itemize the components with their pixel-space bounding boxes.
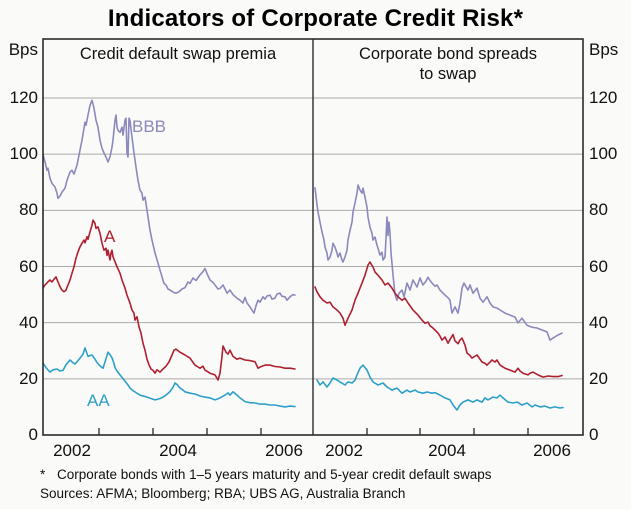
series-line-a-left: [42, 219, 296, 381]
y-axis-label-right-80: 80: [589, 200, 608, 220]
chart-title: Indicators of Corporate Credit Risk*: [107, 5, 524, 32]
series-line-aa-right: [316, 364, 564, 411]
series-line-aa-left: [42, 347, 296, 408]
y-axis-label-right-40: 40: [589, 312, 608, 332]
series-label-aa: AA: [87, 391, 110, 410]
series-line-a-right: [314, 261, 563, 378]
y-axis-label-right-120: 120: [589, 88, 618, 107]
y-axis-label-left-20: 20: [19, 368, 38, 388]
year-label-right-2006: 2006: [533, 441, 571, 460]
year-label-left-2006: 2006: [265, 441, 303, 460]
year-label-right-2002: 2002: [325, 441, 363, 460]
y-axis-label-left-120: 120: [9, 88, 38, 107]
y-axis-label-left-80: 80: [19, 200, 38, 220]
panel-title-line: to swap: [419, 65, 477, 83]
panel-title-line: Corporate bond spreads: [359, 45, 537, 63]
series-line-bbb-left: [42, 99, 296, 314]
y-axis-label-right-0: 0: [589, 425, 599, 444]
y-axis-label-right-100: 100: [589, 144, 618, 164]
y-axis-label-right-20: 20: [589, 368, 608, 388]
footnote-text: Corporate bonds with 1–5 years maturity …: [57, 467, 492, 482]
panel-title-right: Corporate bond spreads to swap: [313, 44, 583, 84]
y-axis-unit-left: Bps: [8, 40, 38, 59]
y-axis-label-left-40: 40: [19, 312, 38, 332]
y-axis-label-left-100: 100: [9, 144, 38, 164]
y-axis-label-right-60: 60: [589, 256, 608, 276]
year-label-right-2004: 2004: [428, 441, 466, 460]
panel-title-left: Credit default swap premia: [43, 44, 313, 64]
year-label-left-2004: 2004: [159, 441, 197, 460]
series-label-a: A: [104, 227, 116, 246]
series-label-bbb: BBB: [132, 117, 167, 136]
year-label-left-2002: 2002: [53, 441, 91, 460]
footnote-asterisk: *: [40, 467, 46, 482]
y-axis-label-left-60: 60: [19, 256, 38, 276]
sources-line: Sources: AFMA; Bloomberg; RBA; UBS AG, A…: [40, 486, 406, 501]
panel-title-line: Credit default swap premia: [79, 45, 277, 63]
y-axis-label-left-0: 0: [28, 425, 38, 444]
series-line-bbb-right: [314, 184, 563, 341]
y-axis-unit-right: Bps: [589, 40, 619, 59]
